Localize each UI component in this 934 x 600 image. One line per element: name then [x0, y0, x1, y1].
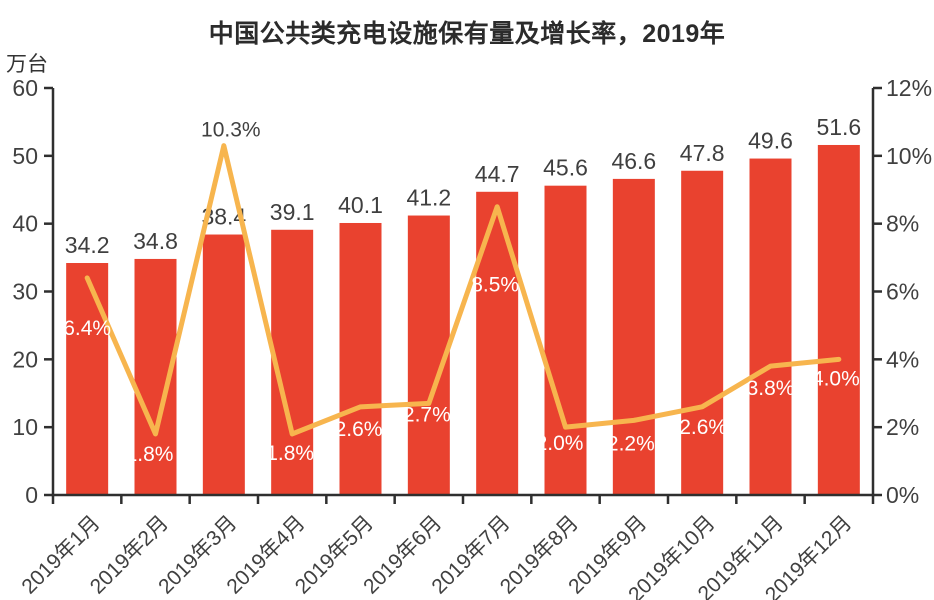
bar: [271, 229, 314, 495]
right-axis-tick-label: 2%: [886, 414, 919, 440]
right-axis-tick-label: 0%: [886, 482, 919, 508]
growth-line: [84, 143, 842, 437]
bar: [817, 144, 860, 496]
bar: [66, 263, 109, 495]
growth-value-label: 10.3%: [201, 119, 261, 142]
bar-value-label: 44.7: [475, 161, 520, 187]
bar-value-label: 47.8: [680, 140, 725, 166]
right-axis-tick-label: 10%: [886, 143, 932, 169]
bar-value-label: 45.6: [543, 155, 588, 181]
growth-value-label: 2.6%: [679, 416, 727, 439]
bar-value-label: 49.6: [748, 128, 793, 154]
bar-value-label: 41.2: [406, 185, 451, 211]
bar: [407, 215, 450, 495]
growth-value-label: 2.2%: [607, 432, 655, 455]
left-axis-tick-label: 10: [12, 414, 38, 440]
bar: [339, 222, 382, 495]
bar: [202, 234, 245, 495]
left-axis-tick-label: 20: [12, 346, 38, 372]
bar-value-label: 34.8: [133, 228, 178, 254]
bar-value-label: 34.2: [65, 232, 110, 258]
bar-value-label: 51.6: [816, 114, 861, 140]
bar: [476, 191, 519, 495]
bar-value-label: 46.6: [611, 148, 656, 174]
y-axis-unit-label: 万台: [6, 53, 48, 76]
right-axis-tick-label: 12%: [886, 75, 932, 101]
growth-value-label: 8.5%: [471, 274, 519, 297]
left-axis-tick-label: 50: [12, 143, 38, 169]
growth-value-label: 6.4%: [63, 317, 111, 340]
growth-value-label: 3.8%: [747, 377, 795, 400]
bar-value-label: 39.1: [270, 199, 315, 225]
right-axis-tick-label: 4%: [886, 346, 919, 372]
left-axis-tick-label: 40: [12, 211, 38, 237]
right-axis-tick-label: 6%: [886, 279, 919, 305]
growth-value-label: 1.8%: [266, 442, 314, 465]
growth-value-label: 4.0%: [812, 367, 860, 390]
left-axis-tick-label: 30: [12, 279, 38, 305]
bar: [749, 158, 792, 495]
left-axis-tick-label: 0: [25, 482, 38, 508]
chart-title: 中国公共类充电设施保有量及增长率，2019年: [208, 20, 726, 48]
bar: [681, 170, 724, 496]
bar-value-label: 40.1: [338, 192, 383, 218]
bar: [544, 185, 587, 495]
bar: [612, 178, 655, 495]
growth-value-label: 2.0%: [536, 432, 584, 455]
growth-value-label: 2.7%: [403, 403, 451, 426]
growth-value-label: 2.6%: [335, 418, 383, 441]
growth-value-label: 1.8%: [126, 443, 174, 466]
left-axis-tick-label: 60: [12, 75, 38, 101]
right-axis-tick-label: 8%: [886, 211, 919, 237]
